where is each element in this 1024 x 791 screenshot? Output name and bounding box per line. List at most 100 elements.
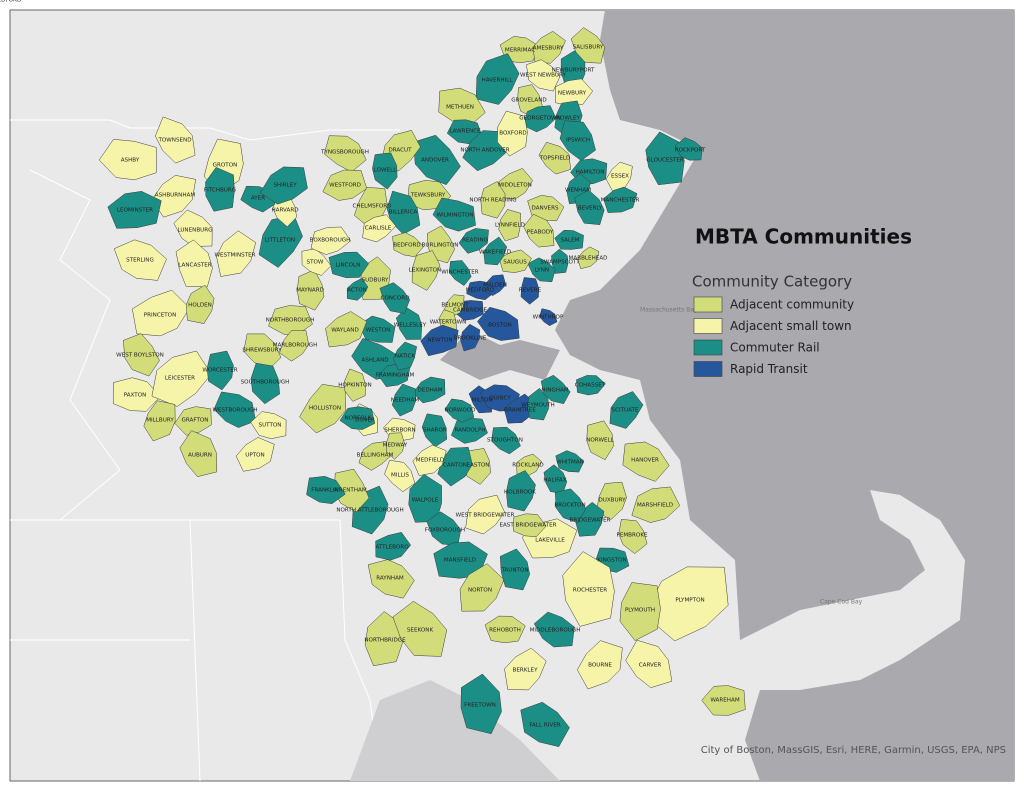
town-label: QUINCY (489, 396, 511, 402)
town-area (391, 383, 416, 417)
town-area (625, 639, 673, 688)
town-label: WESTFORD (329, 183, 361, 189)
town-area (520, 277, 539, 305)
town-area (577, 640, 623, 690)
map-title: MBTA Communities (695, 225, 912, 249)
town-area (386, 190, 421, 235)
legend-label: Adjacent small town (730, 319, 852, 333)
town-area (618, 519, 648, 554)
town-label: PAXTON (124, 393, 147, 399)
town-label: WESTBOROUGH (212, 408, 257, 414)
town-area (268, 305, 313, 335)
town-label: HOLDEN (188, 303, 212, 309)
town-label: TEWKSBURY (410, 193, 446, 199)
town-label: UPTON (245, 453, 264, 459)
town-area (393, 341, 417, 371)
town-area (480, 181, 506, 219)
town-label: LANCASTER (178, 263, 211, 269)
town-label: HARVARD (271, 208, 298, 214)
town-label: WESTMINSTER (214, 253, 255, 259)
legend-title: Community Category (692, 273, 852, 291)
town-area (477, 306, 520, 341)
town-area (475, 53, 520, 105)
town-label: MERRIMAC (505, 48, 535, 54)
town-label: NEEDHAM (391, 398, 420, 404)
town-area (523, 105, 557, 133)
town-area (540, 374, 571, 405)
town-area (554, 229, 584, 250)
town-label: MEDFORD (466, 288, 494, 294)
town-label: IPSWICH (566, 138, 590, 144)
town-label: LEICESTER (165, 376, 195, 382)
legend-swatch (693, 339, 723, 356)
town-label: GLOUCESTER (646, 158, 684, 164)
town-area (551, 248, 569, 274)
town-label: WAREHAM (710, 698, 740, 704)
attribution: City of Boston, MassGIS, Esri, HERE, Gar… (701, 745, 1006, 756)
town-label: HOLLISTON (309, 406, 341, 412)
town-area (562, 551, 615, 627)
town-area (631, 486, 681, 523)
town-area (460, 323, 481, 352)
town-label: BELLINGHAM (357, 453, 394, 459)
town-area (235, 437, 275, 472)
town-label: NORTH READING (469, 198, 516, 204)
town-label: HOLBROOK (504, 490, 536, 496)
town-label: HINGHAM (541, 388, 568, 394)
town-label: PEMBROKE (616, 533, 648, 539)
town-label: DEDHAM (417, 388, 442, 394)
town-area (574, 189, 605, 225)
town-label: MIDDLETON (498, 183, 532, 189)
town-label: GEORGETOWN (519, 116, 561, 122)
town-label: TYNGSBOROUGH (320, 150, 369, 156)
town-label: RAYNHAM (376, 576, 404, 582)
town-area (555, 450, 585, 473)
town-area (609, 391, 644, 429)
town-label: LAWRENCE (449, 129, 481, 135)
town-label: ASHBURNHAM (155, 193, 196, 199)
town-area (174, 406, 212, 436)
town-label: NEWTON (427, 338, 452, 344)
town-area (539, 308, 558, 326)
town-label: BROCKTON (554, 503, 585, 509)
town-label: METHUEN (446, 105, 474, 111)
town-label: STOW (307, 260, 324, 266)
state-boundaries (10, 119, 400, 782)
town-label: BROOKLINE (454, 336, 487, 342)
town-label: GROTON (213, 163, 238, 169)
town-area (619, 582, 661, 641)
town-label: EASTON (467, 463, 490, 469)
town-label: NORTH ATTLEBOROUGH (336, 508, 403, 514)
town-label: SCITUATE (612, 408, 639, 414)
town-label: LYNNFIELD (495, 223, 525, 229)
town-label: NORTON (468, 588, 492, 594)
town-area (362, 214, 397, 243)
town-area (175, 239, 213, 288)
town-label: WINCHESTER (441, 270, 479, 276)
town-label: KINGSTON (597, 558, 626, 564)
town-area (622, 441, 670, 482)
town-area (151, 175, 196, 218)
town-area (458, 228, 489, 254)
town-area (576, 375, 606, 396)
town-area (372, 152, 398, 190)
town-label: HANOVER (631, 458, 659, 464)
town-area (426, 511, 462, 546)
town-label: FITCHBURG (204, 188, 236, 194)
town-label: FREETOWN (464, 703, 496, 709)
town-label: SEEKONK (407, 628, 434, 634)
town-label: BOURNE (588, 663, 612, 669)
town-area (344, 368, 366, 402)
town-label: MARLBOROUGH (273, 343, 318, 349)
town-label: CANTON (443, 463, 467, 469)
town-label: ROCKLAND (512, 463, 543, 469)
town-area (375, 532, 412, 561)
town-label: MEDFIELD (416, 458, 445, 464)
town-area (516, 453, 543, 476)
town-label: BURLINGTON (422, 243, 459, 249)
town-label: BOXFORD (499, 131, 526, 137)
town-label: AMESBURY (533, 46, 564, 52)
town-label: NEWBURY (558, 91, 587, 97)
